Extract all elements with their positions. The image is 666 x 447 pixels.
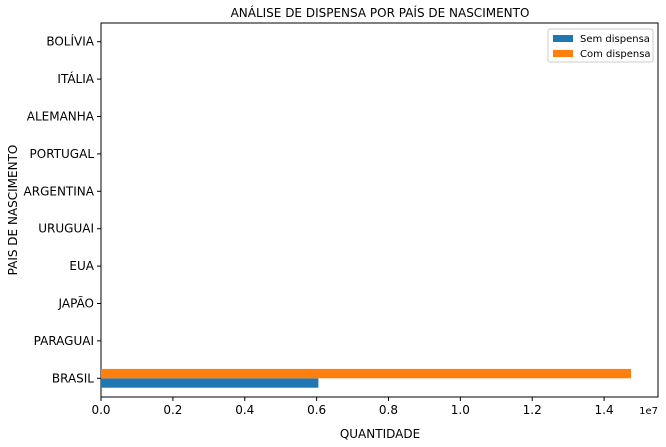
x-tick-label: 0.4 bbox=[235, 403, 254, 417]
y-axis-label: PAIS DE NASCIMENTO bbox=[6, 145, 20, 276]
legend-label: Sem dispensa bbox=[580, 34, 650, 45]
legend-label: Com dispensa bbox=[580, 49, 651, 60]
x-tick-label: 1.2 bbox=[523, 403, 542, 417]
legend-swatch bbox=[553, 35, 573, 42]
legend: Sem dispensa Com dispensa bbox=[547, 28, 654, 63]
y-tick-label: BRASIL bbox=[52, 371, 94, 385]
legend-swatch bbox=[553, 50, 573, 57]
x-tick-label: 0.8 bbox=[379, 403, 398, 417]
plot-area bbox=[100, 22, 659, 398]
y-tick-label: PORTUGAL bbox=[30, 147, 95, 161]
x-tick-label: 0.0 bbox=[91, 403, 110, 417]
y-tick-label: PARAGUAI bbox=[34, 334, 94, 348]
bar-sem-dispensa-0 bbox=[101, 378, 319, 388]
x-tick-label: 0.2 bbox=[163, 403, 182, 417]
legend-box bbox=[547, 28, 654, 63]
x-offset-label: 1e7 bbox=[639, 406, 658, 417]
x-axis-label: QUANTIDADE bbox=[340, 427, 420, 441]
y-tick-label: EUA bbox=[69, 259, 94, 273]
x-tick-label: 0.6 bbox=[307, 403, 326, 417]
x-tick-label: 1.4 bbox=[595, 403, 614, 417]
bar-com-dispensa-0 bbox=[101, 368, 632, 379]
y-tick-label: ALEMANHA bbox=[27, 110, 95, 124]
y-tick-label: ITÁLIA bbox=[57, 71, 94, 86]
y-tick-label: BOLÍVIA bbox=[46, 34, 94, 49]
y-tick-label: URUGUAI bbox=[38, 222, 94, 236]
x-tick-label: 1.0 bbox=[451, 403, 470, 417]
y-tick-label: JAPÃO bbox=[58, 296, 94, 311]
chart-title: ANÁLISE DE DISPENSA POR PAÍS DE NASCIMEN… bbox=[231, 5, 530, 20]
y-tick-label: ARGENTINA bbox=[24, 184, 95, 198]
